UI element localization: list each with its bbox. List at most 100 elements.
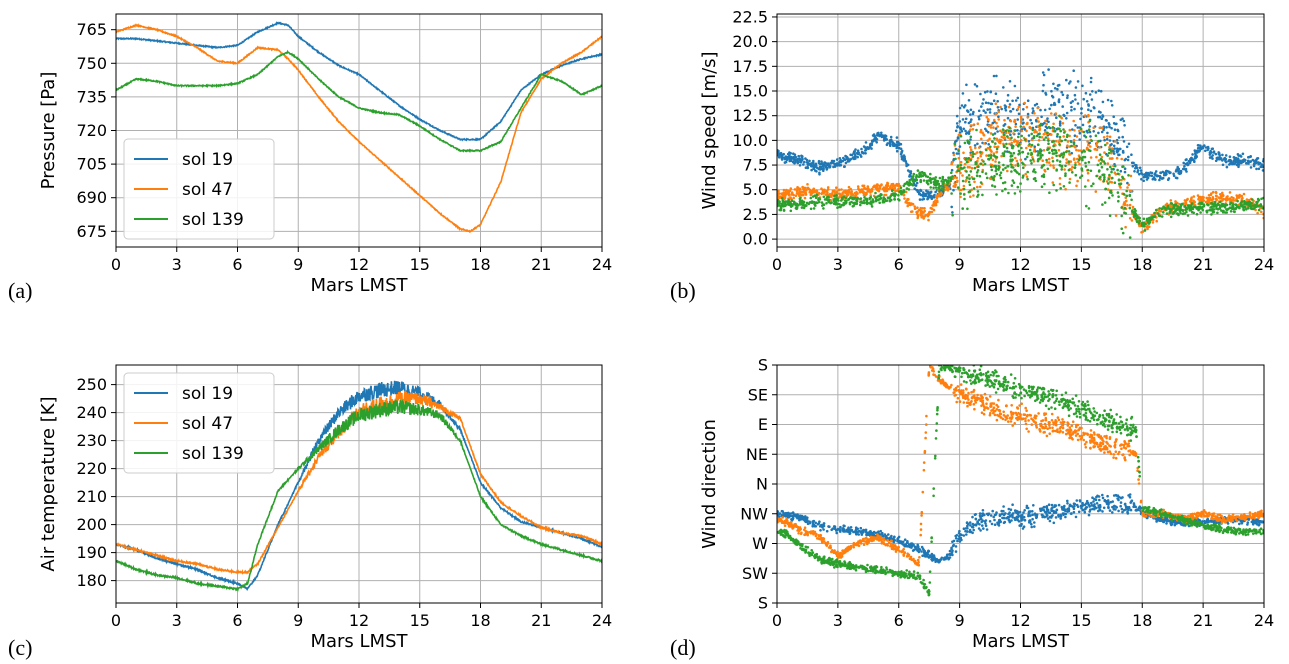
data-point — [985, 176, 989, 180]
y-tick-label: 690 — [76, 188, 107, 207]
data-point — [856, 527, 859, 531]
data-point — [1075, 135, 1079, 138]
data-point — [1042, 505, 1046, 509]
data-point — [872, 530, 876, 534]
data-point — [1033, 177, 1037, 180]
data-point — [1086, 171, 1090, 175]
data-point — [981, 102, 984, 105]
data-point — [871, 533, 875, 537]
data-point — [810, 164, 813, 168]
data-point — [868, 145, 872, 149]
data-point — [978, 146, 981, 149]
data-point — [950, 168, 954, 172]
data-point — [1026, 112, 1030, 116]
data-point — [993, 518, 996, 522]
data-point — [994, 92, 998, 95]
data-point — [1128, 193, 1132, 197]
data-point — [794, 155, 797, 159]
data-point — [981, 524, 984, 527]
data-point — [965, 83, 968, 87]
data-point — [1005, 142, 1008, 146]
data-point — [1238, 193, 1241, 197]
data-point — [1232, 210, 1236, 213]
data-point — [1175, 208, 1179, 211]
data-point — [1022, 166, 1025, 169]
data-point — [1202, 199, 1205, 202]
data-point — [968, 140, 971, 144]
data-point — [956, 136, 960, 139]
data-point — [1160, 177, 1164, 180]
data-point — [1040, 185, 1044, 188]
data-point — [969, 195, 972, 198]
data-point — [784, 189, 788, 192]
data-point — [1048, 151, 1051, 155]
data-point — [1098, 153, 1102, 156]
data-point — [1041, 71, 1045, 74]
data-point — [981, 509, 985, 512]
data-point — [1119, 504, 1122, 508]
data-point — [992, 74, 996, 78]
data-point — [990, 168, 994, 172]
data-point — [1106, 154, 1109, 157]
data-point — [1115, 156, 1119, 160]
data-point — [1069, 160, 1073, 163]
data-point — [1072, 158, 1076, 161]
data-point — [825, 196, 829, 199]
data-point — [1129, 501, 1132, 504]
data-point — [814, 196, 818, 200]
data-point — [1079, 127, 1083, 131]
data-point — [975, 128, 978, 132]
data-point — [927, 556, 931, 559]
x-tick-label: 0 — [772, 255, 782, 274]
data-point — [1234, 203, 1238, 207]
data-point — [1134, 217, 1138, 221]
data-point — [940, 556, 944, 560]
data-point — [937, 186, 941, 189]
data-point — [952, 151, 955, 155]
data-point — [1050, 503, 1054, 507]
data-point — [979, 529, 982, 532]
data-point — [1131, 164, 1135, 168]
data-point — [1027, 419, 1030, 422]
data-point — [1246, 202, 1249, 205]
data-point — [985, 115, 989, 119]
data-point — [779, 208, 783, 212]
data-point — [1163, 173, 1166, 176]
data-point — [962, 184, 966, 188]
data-point — [969, 108, 973, 112]
data-point — [1032, 135, 1036, 138]
data-point — [1160, 207, 1164, 211]
data-point — [1108, 135, 1112, 139]
data-point — [957, 152, 960, 155]
data-point — [1032, 150, 1036, 153]
data-point — [1214, 159, 1218, 163]
data-point — [808, 190, 811, 194]
data-point — [982, 98, 985, 101]
data-point — [815, 193, 819, 197]
data-point — [979, 516, 982, 519]
data-point — [976, 151, 979, 154]
data-point — [1210, 213, 1213, 216]
data-point — [1003, 150, 1007, 153]
data-point — [1035, 102, 1039, 106]
data-point — [1106, 135, 1109, 138]
data-point — [912, 179, 915, 183]
data-point — [976, 190, 980, 193]
data-point — [969, 128, 972, 131]
data-point — [1002, 505, 1005, 508]
data-point — [1104, 187, 1107, 191]
data-point — [818, 525, 822, 528]
data-point — [915, 210, 918, 214]
data-point — [1215, 198, 1218, 202]
data-point — [1051, 506, 1054, 509]
data-point — [1089, 76, 1093, 80]
data-point — [852, 530, 855, 534]
data-point — [1026, 122, 1029, 126]
data-point — [890, 189, 894, 192]
data-point — [950, 546, 953, 550]
data-layer — [777, 365, 1264, 597]
data-point — [977, 193, 980, 197]
data-point — [833, 194, 836, 198]
data-point — [996, 125, 999, 128]
data-point — [984, 111, 987, 114]
